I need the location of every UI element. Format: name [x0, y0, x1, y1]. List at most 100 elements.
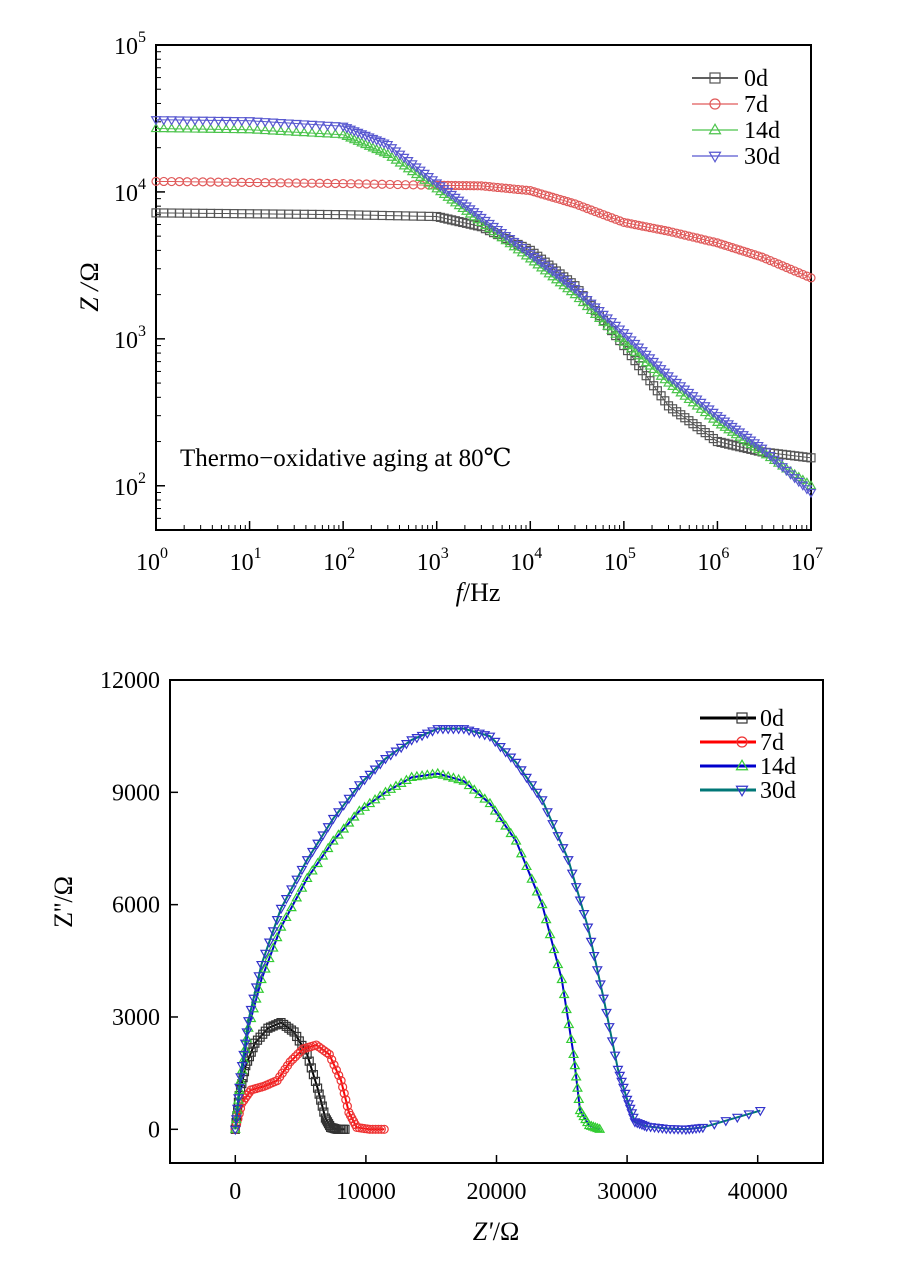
nyquist-point-30d [603, 1023, 615, 1033]
nyquist-legend-label: 7d [760, 730, 784, 756]
nyquist-point-14d [573, 1093, 585, 1103]
bode-point-30d [337, 122, 349, 133]
nyquist-point-14d [494, 812, 506, 823]
nyquist-point-7d [368, 1124, 378, 1134]
bode-point-14d [622, 339, 634, 350]
bode-point-30d [181, 116, 193, 126]
bode-point-7d [757, 252, 767, 262]
nyquist-point-30d [259, 949, 271, 960]
bode-point-30d [212, 116, 224, 127]
nyquist-point-30d [400, 740, 412, 750]
bode-point-7d [582, 203, 592, 214]
nyquist-point-14d [531, 886, 543, 896]
bode-point-7d [586, 205, 596, 215]
bode-point-30d [446, 190, 458, 201]
bode-point-14d [406, 165, 418, 176]
nyquist-point-30d [253, 972, 265, 982]
bode-point-30d [738, 431, 749, 441]
nyquist-point-30d [601, 1008, 612, 1019]
nyquist-point-0d [255, 1032, 265, 1042]
nyquist-legend-entry-0d: 0d [700, 706, 784, 732]
nyquist-point-30d [536, 796, 548, 806]
bode-point-30d [228, 116, 240, 127]
bode-point-30d [322, 121, 333, 132]
nyquist-point-14d [317, 850, 329, 860]
nyquist-point-14d [474, 788, 485, 799]
bode-point-14d [687, 396, 699, 407]
bode-point-30d [449, 193, 461, 204]
nyquist-point-30d [552, 832, 564, 842]
bode-y-label-unit: Ω [75, 262, 104, 281]
nyquist-legend-label: 0d [760, 706, 784, 732]
nyquist-point-7d [288, 1054, 298, 1064]
bode-legend-entry-30d: 30d [692, 144, 780, 170]
nyquist-point-14d [489, 805, 501, 815]
bode-point-14d [394, 157, 406, 167]
bode-point-30d [352, 128, 364, 139]
nyquist-series-30d [229, 725, 766, 1136]
nyquist-point-30d [616, 1077, 628, 1088]
nyquist-point-0d [252, 1035, 263, 1045]
bode-point-30d [236, 117, 248, 127]
nyquist-point-0d [286, 1025, 297, 1035]
bode-point-30d [488, 222, 500, 233]
bode-point-14d [390, 154, 402, 164]
nyquist-point-14d [558, 988, 570, 999]
bode-point-30d [752, 441, 764, 452]
nyquist-point-14d [540, 913, 552, 924]
nyquist-legend-marker [735, 785, 749, 797]
nyquist-point-30d [566, 869, 578, 879]
nyquist-point-14d [312, 857, 324, 868]
nyquist-point-30d [427, 727, 438, 737]
nyquist-point-0d [340, 1124, 350, 1134]
nyquist-point-30d [390, 747, 402, 757]
nyquist-point-7d [329, 1060, 339, 1070]
bode-point-14d [228, 123, 240, 134]
nyquist-point-14d [301, 872, 313, 883]
nyquist-point-14d [306, 865, 318, 875]
bode-point-30d [496, 228, 508, 239]
nyquist-point-30d [242, 1017, 254, 1027]
nyquist-point-30d [286, 885, 297, 895]
bode-point-30d [711, 412, 723, 422]
bode-point-14d [398, 160, 410, 170]
nyquist-point-7d [324, 1049, 334, 1060]
bode-point-30d [741, 433, 753, 444]
bode-point-7d [594, 208, 604, 218]
bode-point-14d [220, 123, 232, 134]
nyquist-point-14d [286, 901, 297, 912]
nyquist-point-30d [369, 765, 381, 775]
nyquist-point-30d [629, 1118, 641, 1128]
nyquist-point-0d [304, 1056, 314, 1066]
bode-point-14d [640, 356, 652, 367]
bode-point-30d [554, 273, 566, 283]
nyquist-point-14d [447, 772, 459, 782]
nyquist-point-30d [231, 1104, 243, 1115]
nyquist-point-14d [592, 1122, 604, 1133]
nyquist-point-30d [510, 758, 522, 769]
bode-point-14d [703, 410, 715, 420]
bode-point-14d [166, 122, 178, 133]
nyquist-point-0d [316, 1095, 326, 1105]
nyquist-point-30d [591, 966, 603, 976]
nyquist-point-30d [585, 937, 597, 948]
nyquist-point-30d [353, 781, 365, 791]
nyquist-point-30d [374, 760, 386, 770]
bode-legend-marker [709, 98, 721, 110]
nyquist-point-30d [595, 980, 606, 990]
nyquist-point-14d [505, 827, 517, 838]
bode-point-30d [360, 131, 371, 142]
nyquist-point-30d [588, 951, 600, 962]
nyquist-point-30d [327, 814, 339, 825]
bode-point-30d [726, 422, 738, 433]
nyquist-point-14d [380, 786, 391, 796]
svg-text:Z /Ω: Z /Ω [75, 262, 104, 312]
nyquist-point-7d [331, 1065, 341, 1075]
bode-point-30d [166, 116, 178, 126]
nyquist-point-30d [348, 787, 360, 798]
bode-point-30d [378, 139, 390, 149]
nyquist-point-30d [631, 1119, 643, 1129]
nyquist-point-30d [612, 1065, 624, 1076]
bode-point-14d [633, 349, 645, 360]
nyquist-point-14d [552, 958, 564, 969]
